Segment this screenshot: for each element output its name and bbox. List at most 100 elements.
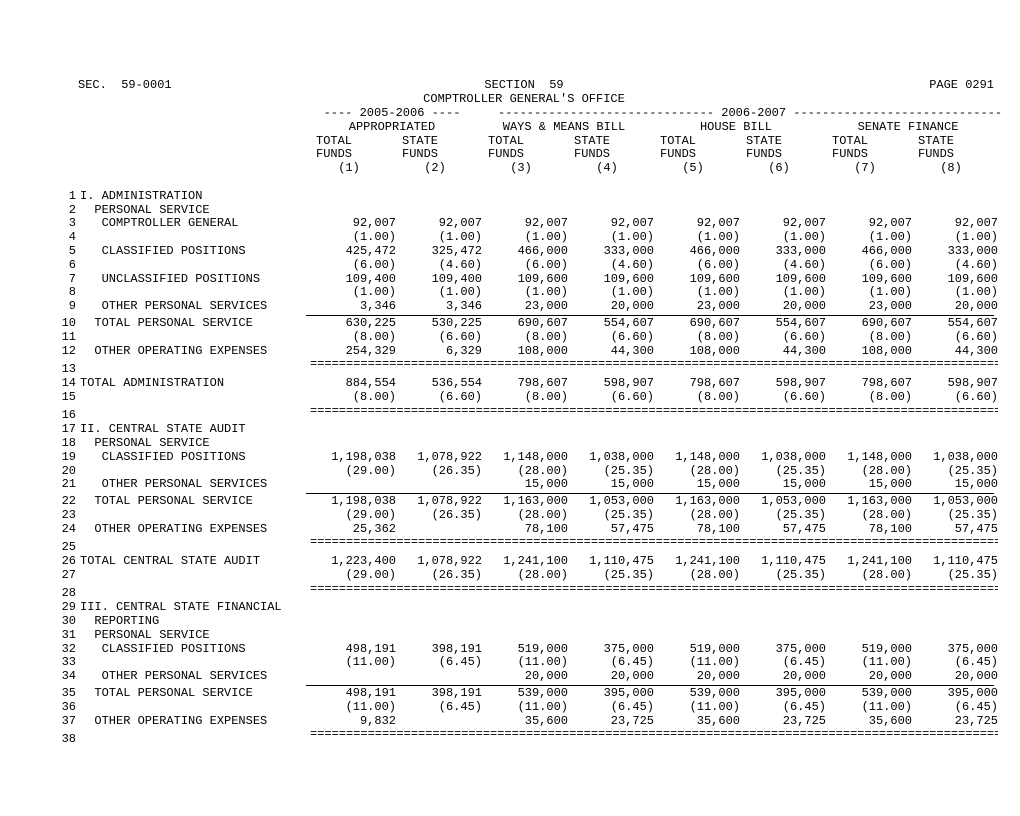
cell-value: (1.00)	[310, 286, 396, 300]
cell-value: (28.00)	[826, 465, 912, 479]
cell-value: 398,191	[396, 687, 482, 701]
cell-value: (8.00)	[482, 391, 568, 405]
page-number: PAGE 0291	[929, 79, 994, 93]
line-number: 4	[54, 231, 76, 245]
col-header-row: FUNDSFUNDSFUNDSFUNDSFUNDSFUNDSFUNDSFUNDS	[54, 148, 1020, 162]
cell-value: 1,198,038	[310, 495, 396, 509]
col-header: STATE	[736, 135, 822, 149]
col-header: TOTAL	[650, 135, 736, 149]
data-row: 38======================================…	[54, 728, 1020, 747]
data-row: 11(8.00)(6.60)(8.00)(6.60)(8.00)(6.60)(8…	[54, 331, 1020, 345]
line: COMPTROLLER GENERAL'S OFFICE	[54, 93, 1020, 107]
cell-value: 44,300	[912, 345, 998, 359]
data-row: 29III. CENTRAL STATE FINANCIAL	[54, 601, 1020, 615]
cell-value: (8.00)	[654, 391, 740, 405]
cell-value: 35,600	[654, 715, 740, 729]
col-header: FUNDS	[822, 148, 908, 162]
cell-value: 1,038,000	[740, 451, 826, 465]
data-row: 33(11.00)(6.45)(11.00)(6.45)(11.00)(6.45…	[54, 656, 1020, 670]
cell-value: 20,000	[740, 670, 826, 684]
line-number: 23	[54, 509, 76, 523]
cell-value: 6,329	[396, 345, 482, 359]
line-number: 24	[54, 523, 76, 537]
cell-value: 23,725	[740, 715, 826, 729]
office-name: COMPTROLLER GENERAL'S OFFICE	[76, 93, 972, 107]
cell-value: 1,163,000	[482, 495, 568, 509]
cell-value: (28.00)	[654, 465, 740, 479]
cell-value: 519,000	[654, 643, 740, 657]
cell-value: 530,225	[396, 317, 482, 331]
cell-value: 109,400	[310, 273, 396, 287]
data-row: 3 COMPTROLLER GENERAL92,00792,00792,0079…	[54, 217, 1020, 231]
cell-value: 23,000	[482, 300, 568, 314]
cell-value: (8.00)	[826, 331, 912, 345]
row-label: II. CENTRAL STATE AUDIT	[76, 423, 310, 437]
line-number: 37	[54, 715, 76, 729]
data-row: 17II. CENTRAL STATE AUDIT	[54, 423, 1020, 437]
cell-value: 539,000	[826, 687, 912, 701]
col-header: FUNDS	[908, 148, 994, 162]
cell-value: (6.60)	[912, 391, 998, 405]
cell-value: 798,607	[654, 377, 740, 391]
row-label: OTHER OPERATING EXPENSES	[76, 523, 310, 537]
cell-value: (11.00)	[310, 656, 396, 670]
cell-value: 20,000	[568, 670, 654, 684]
cell-value: 15,000	[826, 478, 912, 492]
cell-value: (1.00)	[396, 286, 482, 300]
cell-value: 20,000	[740, 300, 826, 314]
cell-value: 78,100	[482, 523, 568, 537]
cell-value: (11.00)	[654, 701, 740, 715]
cell-value: 425,472	[310, 245, 396, 259]
cell-value: 254,329	[310, 345, 396, 359]
cell-value: 92,007	[912, 217, 998, 231]
cell-value: 395,000	[740, 687, 826, 701]
row-label: III. CENTRAL STATE FINANCIAL	[76, 601, 310, 615]
cell-value: (1.00)	[826, 231, 912, 245]
line-number: 21	[54, 478, 76, 492]
col-header-row: (1)(2)(3)(4)(5)(6)(7)(8)	[54, 162, 1020, 176]
cell-value: 92,007	[654, 217, 740, 231]
cell-value: (6.00)	[482, 259, 568, 273]
cell-value: (25.35)	[568, 465, 654, 479]
line-number: 32	[54, 643, 76, 657]
cell-value: 1,110,475	[568, 555, 654, 569]
col-header: TOTAL	[478, 135, 564, 149]
row-label: CLASSIFIED POSITIONS	[76, 451, 310, 465]
cell-value: (1.00)	[482, 286, 568, 300]
line-number: 13	[54, 363, 76, 377]
col-header-row: TOTALSTATETOTALSTATETOTALSTATETOTALSTATE	[54, 135, 1020, 149]
cell-value: (6.60)	[568, 331, 654, 345]
line-number: 7	[54, 273, 76, 287]
cell-value: 3,346	[310, 300, 396, 314]
cell-value: 1,241,100	[482, 555, 568, 569]
cell-value: 630,225	[310, 317, 396, 331]
year-range-line: ---- 2005-2006 -------------------------…	[54, 107, 1020, 121]
data-row: 32 CLASSIFIED POSITIONS498,191398,191519…	[54, 643, 1020, 657]
cell-value: 78,100	[826, 523, 912, 537]
cell-value: (25.35)	[912, 509, 998, 523]
cell-value: (26.35)	[396, 509, 482, 523]
data-row: 9 OTHER PERSONAL SERVICES3,3463,34623,00…	[54, 300, 1020, 314]
cell-value: 375,000	[740, 643, 826, 657]
cell-value: 20,000	[912, 300, 998, 314]
cell-value: 1,198,038	[310, 451, 396, 465]
cell-value: 519,000	[826, 643, 912, 657]
cell-value: (6.45)	[740, 656, 826, 670]
cell-value: 109,600	[654, 273, 740, 287]
rule-double: ========================================…	[310, 728, 998, 742]
data-row: 30 REPORTING	[54, 615, 1020, 629]
cell-value: (6.00)	[826, 259, 912, 273]
cell-value: 9,832	[310, 715, 396, 729]
cell-value: 1,163,000	[826, 495, 912, 509]
data-row: 16======================================…	[54, 405, 1020, 424]
cell-value: 109,400	[396, 273, 482, 287]
cell-value: 20,000	[912, 670, 998, 684]
cell-value: 1,223,400	[310, 555, 396, 569]
cell-value: 798,607	[826, 377, 912, 391]
cell-value: (6.45)	[912, 656, 998, 670]
cell-value: (25.35)	[912, 569, 998, 583]
section-title: SECTION 59	[54, 79, 994, 93]
cell-value: 690,607	[482, 317, 568, 331]
cell-value: 1,078,922	[396, 495, 482, 509]
data-row: 36(11.00)(6.45)(11.00)(6.45)(11.00)(6.45…	[54, 701, 1020, 715]
